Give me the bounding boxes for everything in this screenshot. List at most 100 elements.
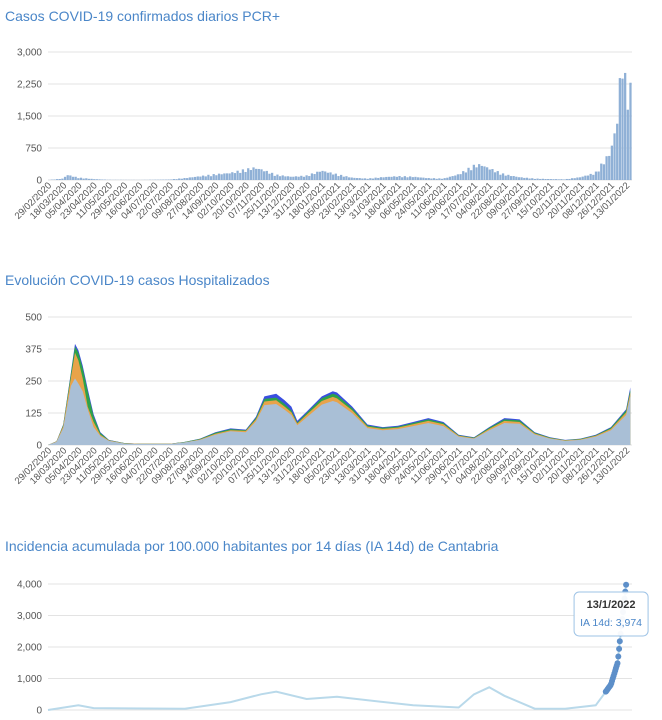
cases-bar [353, 177, 356, 180]
cases-bar [541, 178, 545, 180]
cases-bar [236, 170, 239, 180]
cases-bar [215, 175, 218, 180]
cases-bar [610, 145, 614, 180]
cases-bar [483, 166, 486, 180]
cases-bar [201, 175, 205, 180]
cases-bar [401, 177, 404, 180]
y-tick-label: 375 [25, 345, 42, 356]
cases-bar [90, 178, 93, 180]
cases-bar [191, 177, 194, 180]
cases-bar [409, 176, 412, 180]
cases-bar [281, 175, 284, 180]
cases-bar [432, 178, 436, 180]
cases-bar [308, 176, 311, 180]
cases-bar [345, 176, 348, 180]
cases-bar [491, 169, 494, 180]
cases-bar [212, 174, 215, 180]
cases-bar [605, 156, 608, 180]
cases-bar [416, 177, 420, 180]
cases-bar [284, 176, 287, 180]
cases-bar [581, 176, 584, 180]
cases-bar [263, 171, 266, 180]
cases-bar [228, 173, 231, 180]
cases-bar [600, 163, 603, 180]
cases-bar [507, 174, 510, 180]
cases-bar [382, 177, 385, 180]
cases-bar [499, 174, 502, 180]
cases-bar [555, 179, 558, 180]
cases-bar [454, 175, 457, 180]
cases-bar [316, 171, 319, 180]
cases-bar [366, 178, 369, 180]
cases-bar [170, 179, 173, 180]
cases-bar [480, 165, 483, 180]
cases-bar [568, 178, 571, 180]
cases-bar [324, 171, 327, 180]
cases-bar [289, 176, 292, 180]
cases-bar [557, 179, 560, 180]
y-tick-label: 750 [25, 144, 42, 155]
cases-bar [616, 123, 619, 180]
cases-bar [180, 178, 183, 180]
cases-bar [196, 176, 199, 180]
chart-3-title: Incidencia acumulada por 100.000 habitan… [5, 538, 499, 554]
cases-bar [528, 178, 531, 180]
cases-bar [594, 171, 598, 180]
cases-bar [252, 167, 255, 180]
cases-bar [531, 178, 534, 180]
cases-bar [377, 177, 380, 180]
cases-bar [217, 173, 221, 180]
cases-bar [398, 175, 401, 180]
cases-bar [326, 172, 329, 180]
cases-bar [624, 72, 627, 180]
cases-bar [204, 176, 207, 180]
cases-bar [53, 179, 56, 180]
cases-bar [199, 176, 202, 180]
cases-bar [584, 175, 587, 180]
cases-bar [411, 177, 414, 180]
cases-bar [539, 178, 542, 180]
cases-bar [621, 78, 624, 180]
cases-bar [387, 176, 391, 180]
tooltip-box [573, 591, 649, 637]
cases-bar [504, 175, 507, 180]
cases-bar [63, 176, 67, 180]
cases-bar [393, 176, 396, 180]
cases-bar [342, 176, 345, 180]
incidence-point [623, 581, 630, 588]
cases-bar [456, 174, 460, 180]
y-tick-label: 0 [36, 706, 42, 717]
cases-bar [509, 176, 513, 180]
cases-bar [467, 167, 470, 180]
cases-bar [552, 179, 555, 180]
cases-bar [321, 170, 324, 180]
y-tick-label: 500 [25, 313, 42, 324]
cases-bar [462, 171, 465, 180]
cases-bar [79, 177, 83, 180]
cases-bar [58, 178, 61, 180]
incidence-point [616, 638, 623, 645]
cases-bar [430, 178, 433, 180]
cases-bar [241, 169, 245, 180]
cases-bar [194, 176, 197, 180]
cases-bar [71, 176, 75, 180]
cases-bar [74, 176, 77, 180]
cases-bar [371, 178, 375, 180]
cases-bar [589, 173, 592, 180]
cases-bar [586, 175, 590, 180]
cases-bar [544, 179, 547, 180]
cases-bar [300, 175, 303, 180]
cases-bar [347, 177, 351, 180]
y-tick-label: 250 [25, 377, 42, 388]
cases-bar [406, 177, 409, 180]
cases-bar [358, 178, 361, 180]
cases-bar [355, 178, 359, 180]
cases-bar [602, 164, 606, 180]
cases-bar [265, 170, 268, 180]
cases-bar [98, 179, 101, 180]
cases-bar [613, 133, 616, 180]
y-tick-label: 0 [36, 441, 42, 452]
cases-bar [95, 179, 99, 180]
cases-bar [183, 178, 186, 180]
cases-bar [93, 179, 96, 180]
